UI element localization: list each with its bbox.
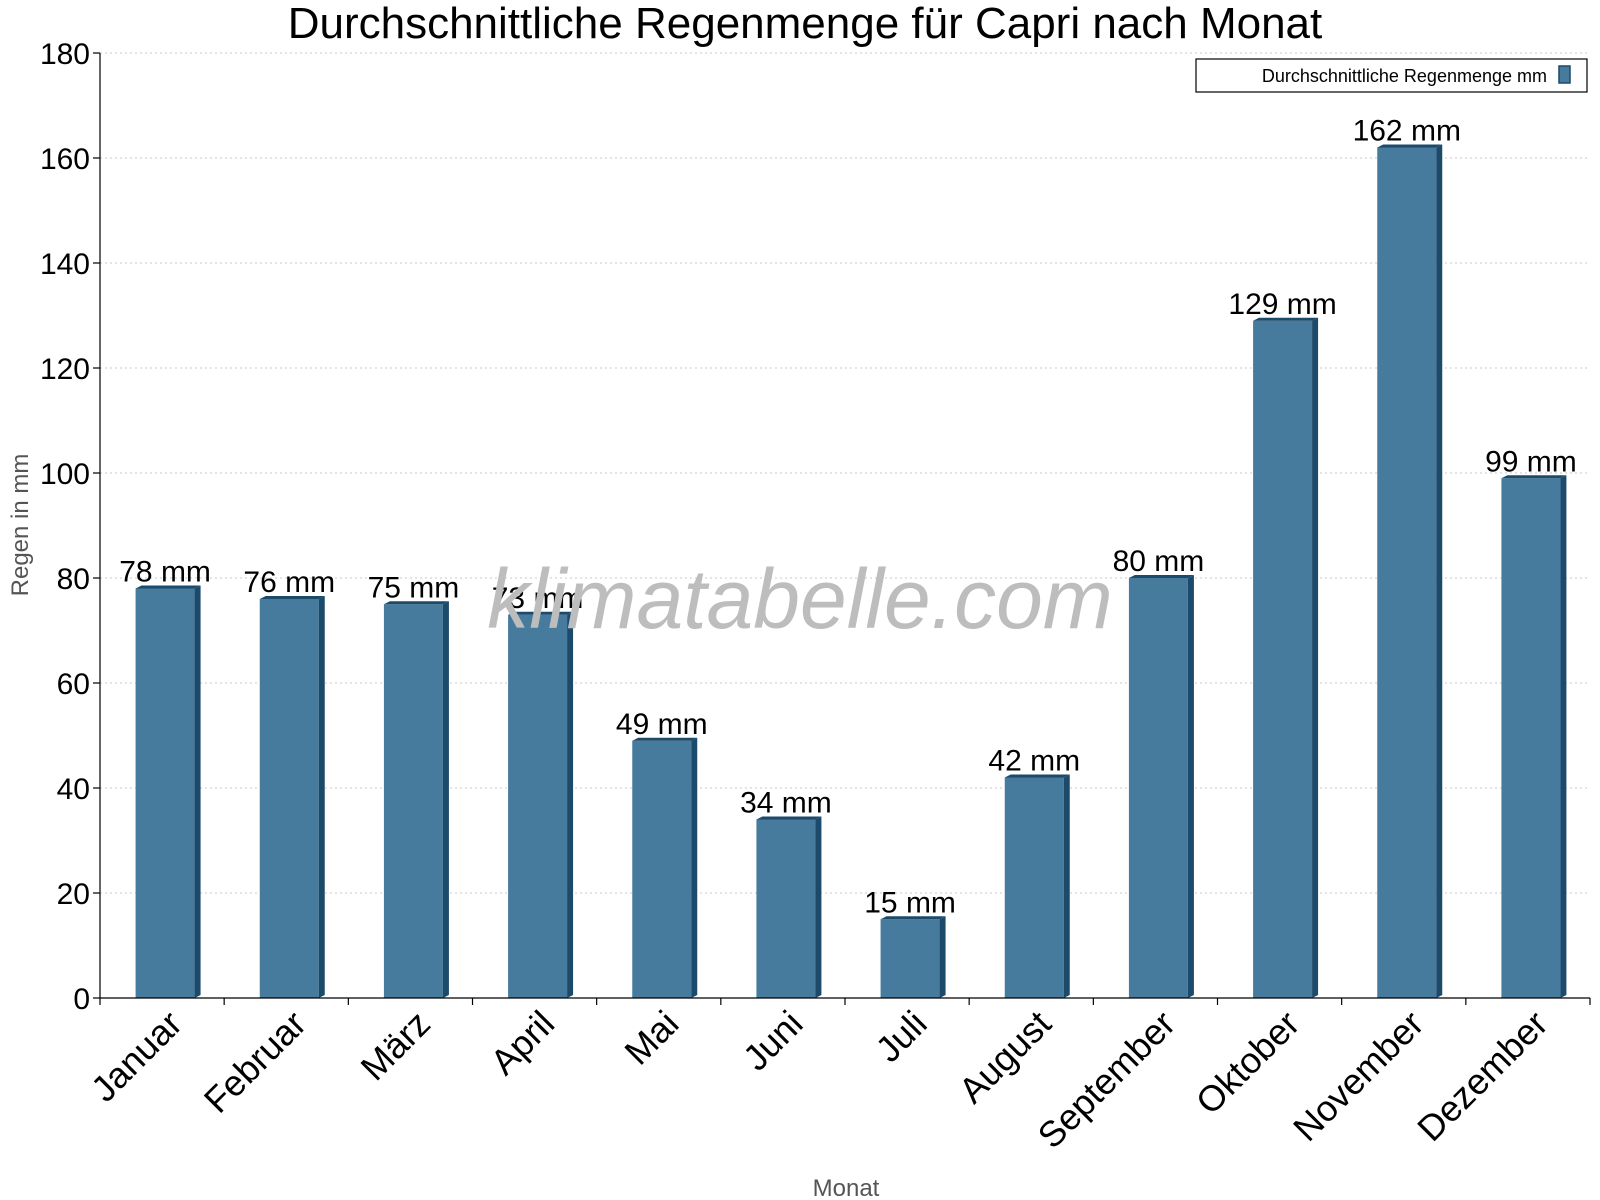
y-tick-label-3: 60: [57, 668, 90, 701]
y-tick-label-9: 180: [40, 38, 90, 71]
data-label-1: 76 mm: [243, 566, 335, 599]
bar-6: [880, 919, 940, 998]
chart-title: Durchschnittliche Regenmenge für Capri n…: [288, 0, 1323, 48]
legend-entry-label: Durchschnittliche Regenmenge mm: [1262, 66, 1547, 86]
bar-top-10: [1377, 144, 1443, 148]
bar-side-4: [691, 737, 698, 998]
x-tick-label-6: Juli: [868, 1003, 935, 1070]
y-axis-ticks: 0 20 40 60 80 100 120 140 160 180: [40, 38, 100, 1016]
bar-top-5: [756, 816, 822, 820]
bar-9: [1253, 320, 1313, 998]
bar-top-1: [259, 596, 325, 599]
bar-top-9: [1253, 317, 1319, 321]
x-tick-label-9: Oktober: [1188, 1003, 1308, 1123]
bar-5: [756, 819, 816, 998]
x-tick-label-1: Februar: [196, 1003, 314, 1121]
bar-top-6: [880, 916, 946, 920]
bar-side-5: [815, 816, 822, 998]
y-tick-label-0: 0: [73, 983, 90, 1016]
gridlines: [100, 52, 1590, 894]
bar-side-8: [1187, 575, 1194, 998]
x-axis-title: Monat: [813, 1175, 880, 1200]
bar-11: [1501, 478, 1561, 998]
bar-side-10: [1436, 144, 1443, 998]
x-tick-label-0: Januar: [83, 1003, 190, 1110]
y-tick-label-6: 120: [40, 353, 90, 386]
bar-top-8: [1128, 575, 1194, 578]
y-tick-label-5: 100: [40, 458, 90, 491]
y-tick-label-4: 80: [57, 563, 90, 596]
bar-side-0: [194, 585, 201, 998]
data-label-4: 49 mm: [616, 708, 708, 741]
data-label-5: 34 mm: [740, 787, 832, 820]
data-label-6: 15 mm: [864, 886, 956, 919]
y-tick-label-2: 40: [57, 773, 90, 806]
x-tick-label-7: August: [951, 1003, 1059, 1111]
bar-1: [259, 599, 319, 998]
x-tick-label-5: Juni: [735, 1003, 811, 1079]
bar-top-3: [508, 611, 574, 615]
legend-box: [1195, 58, 1588, 93]
x-tick-label-11: Dezember: [1409, 1003, 1555, 1149]
x-axis-ticks: Januar Februar März April Mai Juni Juli AugustS…: [83, 998, 1591, 1156]
data-label-10: 162 mm: [1353, 115, 1461, 148]
y-tick-label-1: 20: [57, 878, 90, 911]
data-label-2: 75 mm: [368, 571, 460, 604]
bar-side-6: [939, 916, 946, 998]
bar-side-3: [567, 611, 574, 998]
data-label-11: 99 mm: [1485, 445, 1577, 478]
bar-top-2: [383, 601, 449, 605]
y-axis-title: Regen in mm: [7, 454, 34, 597]
x-tick-label-10: November: [1285, 1003, 1431, 1149]
bar-8: [1128, 578, 1188, 998]
watermark: klimatabelle.com: [487, 552, 1113, 646]
data-labels: 78 mm 76 mm 75 mm 73 mm 49 mm 34 mm 15 mm 42 mm…: [119, 115, 1577, 920]
bar-side-11: [1560, 475, 1567, 998]
x-tick-label-2: März: [353, 1003, 439, 1089]
data-label-9: 129 mm: [1228, 288, 1336, 321]
y-tick-label-8: 160: [40, 143, 90, 176]
bars: [135, 144, 1567, 998]
bar-top-4: [632, 737, 698, 741]
bar-top-7: [1004, 774, 1070, 778]
bar-top-0: [135, 585, 201, 589]
bar-side-7: [1063, 774, 1070, 998]
legend-swatch: [1558, 65, 1571, 84]
data-label-7: 42 mm: [988, 745, 1080, 778]
x-tick-label-4: Mai: [616, 1003, 686, 1073]
y-tick-label-7: 140: [40, 248, 90, 281]
bar-10: [1377, 147, 1437, 998]
data-label-0: 78 mm: [119, 556, 211, 589]
data-label-3: 73 mm: [492, 582, 584, 615]
data-label-8: 80 mm: [1113, 545, 1205, 578]
bar-side-2: [442, 601, 449, 998]
bar-side-9: [1312, 317, 1319, 998]
legend: Durchschnittliche Regenmenge mm: [1195, 58, 1588, 93]
bar-7: [1004, 777, 1064, 998]
bar-0: [135, 588, 195, 998]
bar-2: [383, 604, 443, 998]
x-tick-label-3: April: [482, 1003, 562, 1083]
bar-3: [508, 614, 568, 998]
bar-4: [632, 740, 692, 998]
bar-side-1: [318, 596, 325, 998]
bar-top-11: [1501, 475, 1567, 479]
